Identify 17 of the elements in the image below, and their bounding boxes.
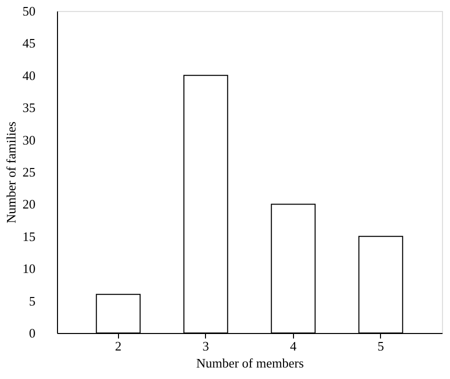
y-tick-label: 20 xyxy=(22,196,36,212)
y-tick-label: 30 xyxy=(22,132,36,148)
y-axis-title: Number of families xyxy=(4,122,18,224)
y-tick-label: 40 xyxy=(22,68,36,83)
y-tick-label: 5 xyxy=(29,293,36,308)
y-tick-label: 45 xyxy=(22,36,36,51)
y-tick-label: 10 xyxy=(22,261,36,276)
y-tick-label: 35 xyxy=(22,100,36,116)
x-tick-label: 4 xyxy=(290,338,297,354)
x-axis-title: Number of members xyxy=(196,356,304,370)
x-tick-label: 3 xyxy=(202,338,209,354)
y-tick-label: 50 xyxy=(22,4,36,18)
x-tick-label: 2 xyxy=(115,338,122,354)
y-tick-label: 0 xyxy=(29,326,36,340)
x-tick-label: 5 xyxy=(378,338,384,354)
y-tick-label: 15 xyxy=(22,228,36,244)
y-tick-label: 25 xyxy=(22,164,36,180)
